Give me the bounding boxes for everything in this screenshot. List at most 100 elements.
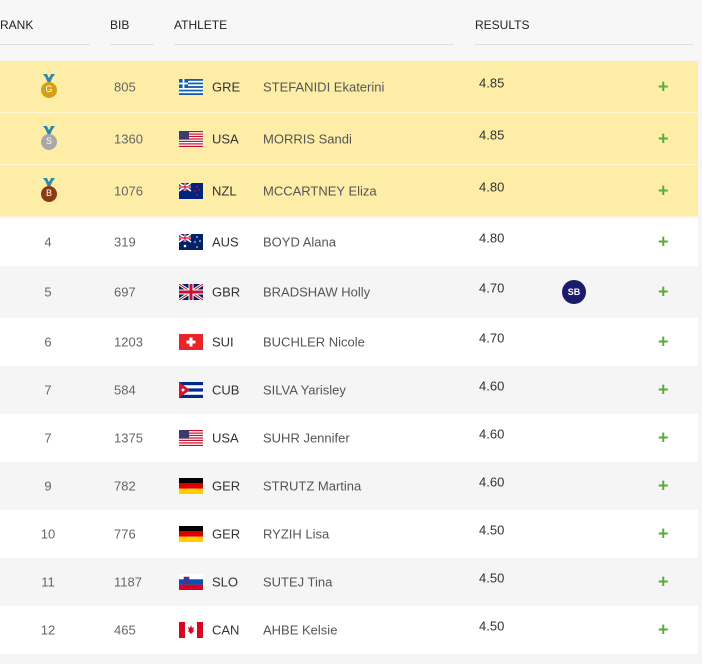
result: 4.80 [479, 230, 505, 246]
rank: 10 [40, 526, 56, 542]
flag-sui-icon [179, 334, 203, 350]
flag-can-icon [179, 622, 203, 638]
rank: 11 [41, 574, 55, 590]
athlete-name[interactable]: BRADSHAW Holly [263, 284, 371, 300]
expand-plus-icon[interactable]: + [658, 128, 669, 148]
result: 4.50 [479, 618, 505, 634]
result: 4.60 [479, 474, 505, 490]
athlete-name[interactable]: SUTEJ Tina [263, 574, 333, 590]
expand-plus-icon[interactable]: + [658, 231, 669, 252]
bib: 1203 [114, 334, 143, 350]
table-row[interactable]: B 1076 NZL MCCARTNEY Eliza 4.80 + [0, 165, 698, 217]
medal-letter: S [45, 135, 52, 146]
bronze-medal-icon: B [39, 177, 59, 204]
expand-plus-icon[interactable]: + [658, 523, 669, 544]
athlete-name[interactable]: SILVA Yarisley [263, 382, 346, 398]
expand-plus-icon[interactable]: + [658, 571, 669, 592]
country-code: AUS [212, 234, 239, 250]
expand-plus-icon[interactable]: + [658, 331, 669, 352]
flag-usa-icon [179, 430, 203, 446]
gold-medal-icon: G [39, 73, 59, 100]
country-code: GBR [212, 284, 241, 300]
country-code: GRE [212, 79, 241, 94]
table-row[interactable]: 11 1187 SLO SUTEJ Tina 4.50 + [0, 558, 698, 606]
bib: 697 [114, 284, 136, 300]
bib: 1076 [114, 183, 143, 198]
country-code: USA [212, 430, 239, 446]
athlete-name[interactable]: BUCHLER Nicole [263, 334, 365, 350]
table-row[interactable]: 4 319 AUS BOYD Alana 4.80 + [0, 218, 698, 266]
rank: 6 [44, 334, 52, 350]
silver-medal-icon: S [39, 125, 59, 152]
table-row[interactable]: 5 697 GBR BRADSHAW Holly 4.70 SB + [0, 266, 698, 318]
athlete-name[interactable]: STRUTZ Martina [263, 478, 362, 494]
bib: 319 [114, 234, 136, 250]
bib: 776 [114, 526, 136, 542]
bib: 1187 [114, 574, 142, 590]
result: 4.50 [479, 522, 505, 538]
result: 4.80 [479, 179, 505, 194]
table-row[interactable]: 7 584 CUB SILVA Yarisley 4.60 + [0, 366, 698, 414]
rank: 4 [44, 234, 52, 250]
medal-letter: G [45, 83, 53, 94]
table-row[interactable]: S 1360 USA MORRIS Sandi 4.85 + [0, 113, 698, 165]
bib: 1360 [114, 131, 143, 146]
country-code: SLO [212, 574, 239, 590]
athlete-name[interactable]: BOYD Alana [263, 234, 336, 250]
result: 4.60 [479, 426, 505, 442]
flag-gre-icon [179, 78, 203, 95]
flag-nzl-icon [178, 181, 203, 199]
country-code: GER [212, 526, 241, 542]
flag-slo-icon [179, 574, 203, 590]
table-header: RANK BIB ATHLETE RESULTS [0, 0, 702, 60]
bib: 782 [114, 478, 136, 494]
flag-ger-icon [179, 526, 203, 542]
medal-letter: B [45, 187, 52, 198]
athlete-name[interactable]: MCCARTNEY Eliza [263, 183, 377, 198]
expand-plus-icon[interactable]: + [658, 475, 669, 496]
rank: 7 [44, 382, 52, 398]
rank: 7 [44, 430, 52, 446]
expand-plus-icon[interactable]: + [658, 619, 669, 640]
rank: 12 [40, 622, 56, 638]
expand-plus-icon[interactable]: + [658, 180, 669, 200]
expand-plus-icon[interactable]: + [658, 427, 669, 448]
athlete-name[interactable]: SUHR Jennifer [263, 430, 350, 446]
athlete-name[interactable]: AHBE Kelsie [263, 622, 338, 638]
result: 4.60 [479, 378, 505, 394]
flag-cub-icon [179, 382, 203, 398]
header-rank[interactable]: RANK [0, 18, 90, 45]
flag-ger-icon [179, 478, 203, 494]
expand-plus-icon[interactable]: + [658, 281, 669, 302]
athlete-name[interactable]: STEFANIDI Ekaterini [263, 79, 385, 94]
table-row[interactable]: G 805 GRE STEFANIDI Ekaterini 4.85 + [0, 61, 698, 113]
country-code: SUI [212, 334, 234, 350]
header-results[interactable]: RESULTS [475, 18, 693, 45]
flag-gbr-icon [178, 282, 204, 302]
result: 4.70 [479, 330, 505, 346]
athlete-name[interactable]: MORRIS Sandi [263, 131, 352, 146]
country-code: GER [212, 478, 241, 494]
table-row[interactable]: 12 465 CAN AHBE Kelsie 4.50 + [0, 606, 698, 654]
expand-plus-icon[interactable]: + [658, 379, 669, 400]
rank: 9 [44, 478, 52, 494]
season-best-badge: SB [562, 280, 586, 304]
result: 4.85 [479, 75, 505, 90]
bib: 465 [114, 622, 136, 638]
bib: 805 [114, 79, 136, 94]
table-row[interactable]: 6 1203 SUI BUCHLER Nicole 4.70 + [0, 318, 698, 366]
expand-plus-icon[interactable]: + [658, 76, 669, 96]
athlete-name[interactable]: RYZIH Lisa [263, 526, 330, 542]
result: 4.50 [479, 570, 505, 586]
bib: 1375 [114, 430, 143, 446]
rank: 5 [44, 284, 52, 300]
header-bib[interactable]: BIB [110, 18, 154, 45]
bib: 584 [114, 382, 136, 398]
header-athlete[interactable]: ATHLETE [174, 18, 454, 45]
country-code: USA [212, 131, 239, 146]
table-row[interactable]: 9 782 GER STRUTZ Martina 4.60 + [0, 462, 698, 510]
table-row[interactable]: 10 776 GER RYZIH Lisa 4.50 + [0, 510, 698, 558]
result: 4.70 [479, 280, 505, 296]
table-row[interactable]: 7 1375 USA SUHR Jennifer 4.60 + [0, 414, 698, 462]
country-code: CAN [212, 622, 240, 638]
